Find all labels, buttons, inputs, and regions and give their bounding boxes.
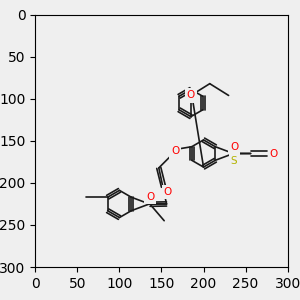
Text: S: S (231, 155, 237, 166)
Text: O: O (187, 90, 195, 100)
Text: O: O (171, 146, 179, 156)
Text: O: O (164, 187, 172, 197)
Text: O: O (146, 192, 154, 202)
Text: O: O (270, 148, 278, 158)
Text: O: O (230, 142, 238, 152)
